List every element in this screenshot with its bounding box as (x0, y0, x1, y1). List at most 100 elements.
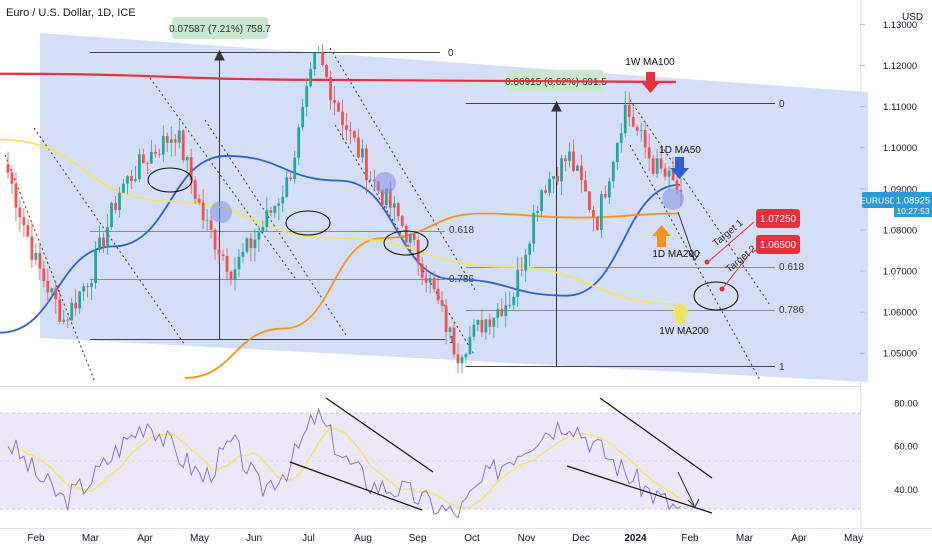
trendline-5 (329, 47, 476, 291)
candle-body (110, 202, 113, 228)
ma-1d50-label: 1D MA50 (659, 145, 701, 156)
target-1-line (707, 221, 755, 263)
candle-body (305, 86, 309, 107)
candle-body (679, 189, 683, 192)
candle-body (153, 152, 157, 154)
candle-body (361, 148, 364, 158)
candle-body (94, 249, 97, 284)
ma-1w200-arrow-icon (671, 302, 690, 324)
ma50-touch-dot-1 (210, 201, 232, 223)
fib-left-1-label: 1 (449, 335, 455, 346)
candle-body (420, 263, 424, 278)
candle-body (456, 354, 460, 364)
candle-body (663, 168, 667, 177)
candle-body (293, 157, 297, 180)
target-2-box[interactable] (756, 235, 800, 254)
price-tick-label: 1.10000 (883, 143, 917, 154)
candle-body (595, 217, 599, 231)
moving-averages (0, 72, 681, 379)
candle-body (245, 238, 249, 252)
candle-body (424, 277, 428, 283)
candle-body (659, 158, 663, 169)
candle-body (584, 180, 587, 192)
candle-body (130, 176, 133, 182)
last-price-badge (894, 192, 932, 217)
projection-path (677, 211, 695, 259)
ma-touch-ellipse-1 (147, 167, 193, 193)
measure-arrows (214, 49, 562, 366)
candle-body (408, 234, 412, 243)
candle-body (90, 283, 94, 287)
candle-body (341, 111, 344, 126)
descending-channel[interactable] (40, 33, 868, 382)
target-2-price: 1.06500 (760, 240, 797, 251)
candle-body (588, 191, 591, 210)
price-axis-pane[interactable] (860, 0, 932, 528)
trendline-7 (629, 99, 771, 306)
candle-body (102, 237, 105, 247)
ma-1d200-arrow-icon (652, 225, 671, 247)
candle-body (189, 157, 193, 181)
rsi-lines (7, 407, 682, 519)
candle-body (460, 357, 464, 364)
target-2-dot (719, 286, 725, 292)
candle-body (185, 157, 189, 161)
candle-body (285, 177, 289, 198)
candle-body (452, 327, 456, 355)
candle-body (177, 130, 181, 143)
measure-1-box[interactable] (172, 17, 268, 39)
fib-right-0-label: 0 (779, 99, 785, 110)
target-ellipse (693, 281, 739, 311)
candle-body (197, 198, 201, 203)
candle-body (392, 203, 396, 208)
time-tick-label: May (844, 533, 863, 544)
time-tick-label: Apr (791, 533, 807, 544)
candle-body (221, 254, 225, 256)
rsi-tick-label: 40.00 (894, 485, 918, 496)
candle-body (631, 116, 635, 127)
candle-body (114, 202, 117, 211)
candle-body (599, 193, 603, 231)
candle-body (592, 209, 595, 218)
rsi-line (7, 407, 682, 519)
candle-body (325, 65, 328, 78)
candle-body (615, 142, 619, 163)
ma-1w100-label: 1W MA100 (625, 57, 675, 68)
fib-left-618-label: 0.618 (449, 225, 474, 236)
price-tick-label: 1.06000 (883, 308, 917, 319)
candle-body (675, 180, 679, 190)
candle-body (436, 288, 440, 301)
candle-body (217, 249, 221, 255)
candle-body (193, 180, 197, 199)
time-tick-label: May (190, 533, 209, 544)
candle-body (78, 291, 82, 309)
candle-body (145, 162, 149, 164)
time-tick-label: Feb (27, 533, 45, 544)
candle-body (58, 299, 62, 322)
candle-body (141, 154, 145, 163)
fib-right-1-label: 1 (779, 362, 785, 373)
candle-body (134, 179, 137, 182)
time-tick-label: Jul (302, 533, 315, 544)
candle-body (269, 210, 273, 213)
fib-lines (90, 52, 775, 367)
time-axis[interactable]: Feb Mar Apr May Jun Jul Aug Sep Oct Nov Dec 2024 Feb… (27, 533, 863, 544)
candle-body (241, 251, 245, 257)
candle-body (18, 207, 22, 218)
measure-2-arrowhead (551, 100, 562, 112)
candle-body (34, 252, 38, 260)
candle-body (560, 158, 563, 182)
candle-body (201, 202, 205, 221)
target-2-line (722, 247, 755, 289)
candle-body (380, 190, 384, 206)
rsi-signal-line (7, 427, 682, 509)
candle-body (181, 130, 185, 161)
ma-line-1w-ma100 (0, 72, 677, 84)
price-grid (860, 23, 865, 354)
chart-title[interactable]: Euro / U.S. Dollar, 1D, ICE (6, 7, 136, 19)
candle-body (14, 183, 18, 208)
candle-body (540, 190, 544, 212)
candle-body (388, 188, 392, 208)
target-1-box[interactable] (756, 209, 800, 228)
